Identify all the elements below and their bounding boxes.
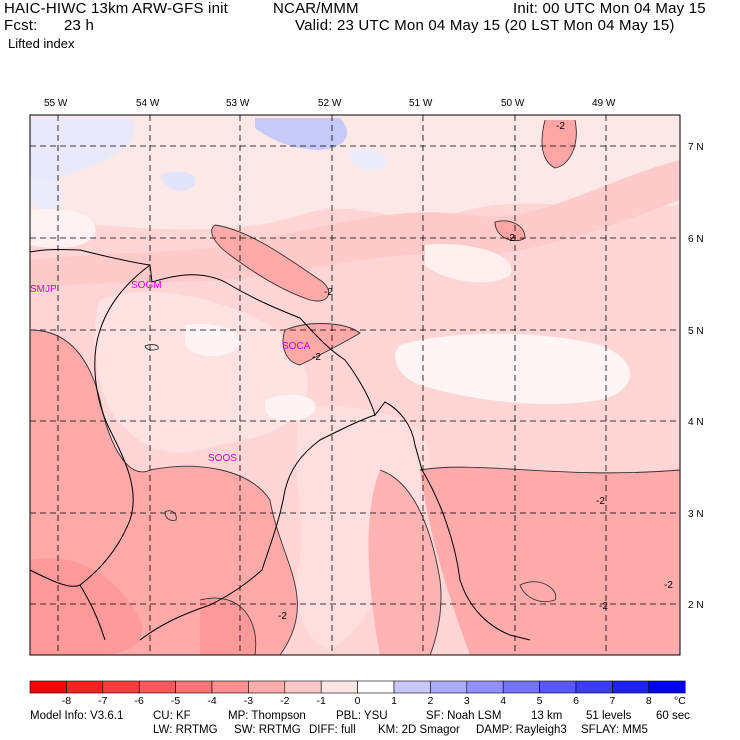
colorbar — [29, 680, 686, 694]
colorbar-tick-label: -1 — [317, 695, 326, 707]
colorbar-unit: °C — [674, 695, 686, 707]
colorbar-swatch — [66, 680, 104, 694]
colorbar-tick-label: 3 — [464, 695, 470, 707]
colorbar-swatch — [539, 680, 577, 694]
station-label: SOOS — [208, 453, 237, 464]
contour-label: -2 — [278, 611, 287, 622]
colorbar-tick-label: -7 — [98, 695, 107, 707]
contour-label: -2 — [324, 287, 333, 298]
colorbar-tick-label: -6 — [135, 695, 144, 707]
station-label: SOCA — [282, 341, 311, 352]
lon-label: 54 W — [136, 98, 160, 109]
colorbar-swatch — [284, 680, 322, 694]
station-labels: SMJP SOGM SOCA SOOS — [30, 280, 311, 464]
levels: 51 levels — [586, 710, 632, 722]
lw-scheme: LW: RRTMG — [153, 724, 218, 736]
lat-labels: 7 N 6 N 5 N 4 N 3 N 2 N — [688, 142, 704, 611]
field-name: Lifted index — [8, 36, 75, 51]
pbl-scheme: PBL: YSU — [336, 710, 388, 722]
mp-scheme: MP: Thompson — [228, 710, 306, 722]
init-time: Init: 00 UTC Mon 04 May 15 — [513, 0, 706, 17]
contour-label: -2 — [664, 580, 673, 591]
shaded-field — [30, 115, 680, 655]
colorbar-tick-label: -3 — [244, 695, 253, 707]
colorbar-tick-label: 1 — [391, 695, 397, 707]
colorbar-tick-label: -2 — [280, 695, 289, 707]
colorbar-swatch — [575, 680, 613, 694]
contours — [29, 119, 681, 656]
diff-scheme: DIFF: full — [309, 724, 356, 736]
fcst-label: Fcst: — [4, 17, 38, 34]
colorbar-swatch — [320, 680, 358, 694]
contour-label: -2 — [506, 233, 515, 244]
colorbar-swatch — [248, 680, 286, 694]
lon-label: 55 W — [44, 98, 68, 109]
colorbar-tick-label: 4 — [500, 695, 506, 707]
lat-label: 4 N — [688, 417, 704, 428]
lon-label: 50 W — [501, 98, 525, 109]
lat-label: 7 N — [688, 142, 704, 153]
lon-labels: 55 W 54 W 53 W 52 W 51 W 50 W 49 W — [44, 98, 616, 109]
contour-label: -2 — [312, 352, 321, 363]
contour-label: -2 — [556, 121, 565, 132]
colorbar-swatch — [211, 680, 249, 694]
coastline — [29, 249, 531, 641]
damp-scheme: DAMP: Rayleigh3 — [476, 724, 567, 736]
sw-scheme: SW: RRTMG — [234, 724, 301, 736]
sflay-scheme: SFLAY: MM5 — [581, 724, 648, 736]
colorbar-swatch — [138, 680, 176, 694]
colorbar-tick-label: 6 — [573, 695, 579, 707]
model-title: HAIC-HIWC 13km ARW-GFS init — [4, 0, 229, 17]
colorbar-swatch — [175, 680, 213, 694]
contour-labels: -2 -2 -2 -2 -2 -2 -2 -2 — [278, 121, 673, 622]
sf-scheme: SF: Noah LSM — [426, 710, 502, 722]
colorbar-tick-label: -5 — [171, 695, 180, 707]
valid-time: Valid: 23 UTC Mon 04 May 15 (20 LST Mon … — [295, 17, 675, 34]
lon-label: 51 W — [409, 98, 433, 109]
colorbar-tick-label: 8 — [646, 695, 652, 707]
colorbar-tick-label: 2 — [427, 695, 433, 707]
colorbar-tick-label: 0 — [355, 695, 361, 707]
plot-frame — [29, 114, 681, 656]
colorbar-tick-label: 7 — [609, 695, 615, 707]
station-label: SMJP — [30, 284, 57, 295]
fcst-value: 23 h — [64, 17, 94, 34]
colorbar-tick-label: -8 — [62, 695, 71, 707]
colorbar-tick-label: 5 — [537, 695, 543, 707]
colorbar-labels: -8 -7 -6 -5 -4 -3 -2 -1 0 1 2 3 4 5 6 7 8 — [62, 695, 652, 707]
colorbar-swatch — [393, 680, 431, 694]
station-label: SOGM — [131, 280, 162, 291]
cu-scheme: CU: KF — [153, 710, 191, 722]
lat-label: 6 N — [688, 234, 704, 245]
lon-label: 53 W — [226, 98, 250, 109]
colorbar-swatch — [357, 680, 395, 694]
colorbar-swatch — [29, 680, 67, 694]
colorbar-swatch — [430, 680, 468, 694]
model-info: Model Info: V3.6.1 — [30, 710, 124, 722]
contour-label: -2 — [599, 601, 608, 612]
km-scheme: KM: 2D Smagor — [378, 724, 460, 736]
contour-label: -2 — [596, 496, 605, 507]
colorbar-swatch — [502, 680, 540, 694]
colorbar-swatch — [612, 680, 650, 694]
timestep: 60 sec — [656, 710, 690, 722]
colorbar-swatch — [648, 680, 686, 694]
lat-label: 3 N — [688, 509, 704, 520]
lat-label: 5 N — [688, 326, 704, 337]
colorbar-swatch — [102, 680, 140, 694]
lon-label: 49 W — [592, 98, 616, 109]
resolution: 13 km — [531, 710, 563, 722]
colorbar-swatch — [466, 680, 504, 694]
org-label: NCAR/MMM — [273, 0, 359, 17]
lat-label: 2 N — [688, 600, 704, 611]
colorbar-tick-label: -4 — [207, 695, 216, 707]
lon-label: 52 W — [318, 98, 342, 109]
